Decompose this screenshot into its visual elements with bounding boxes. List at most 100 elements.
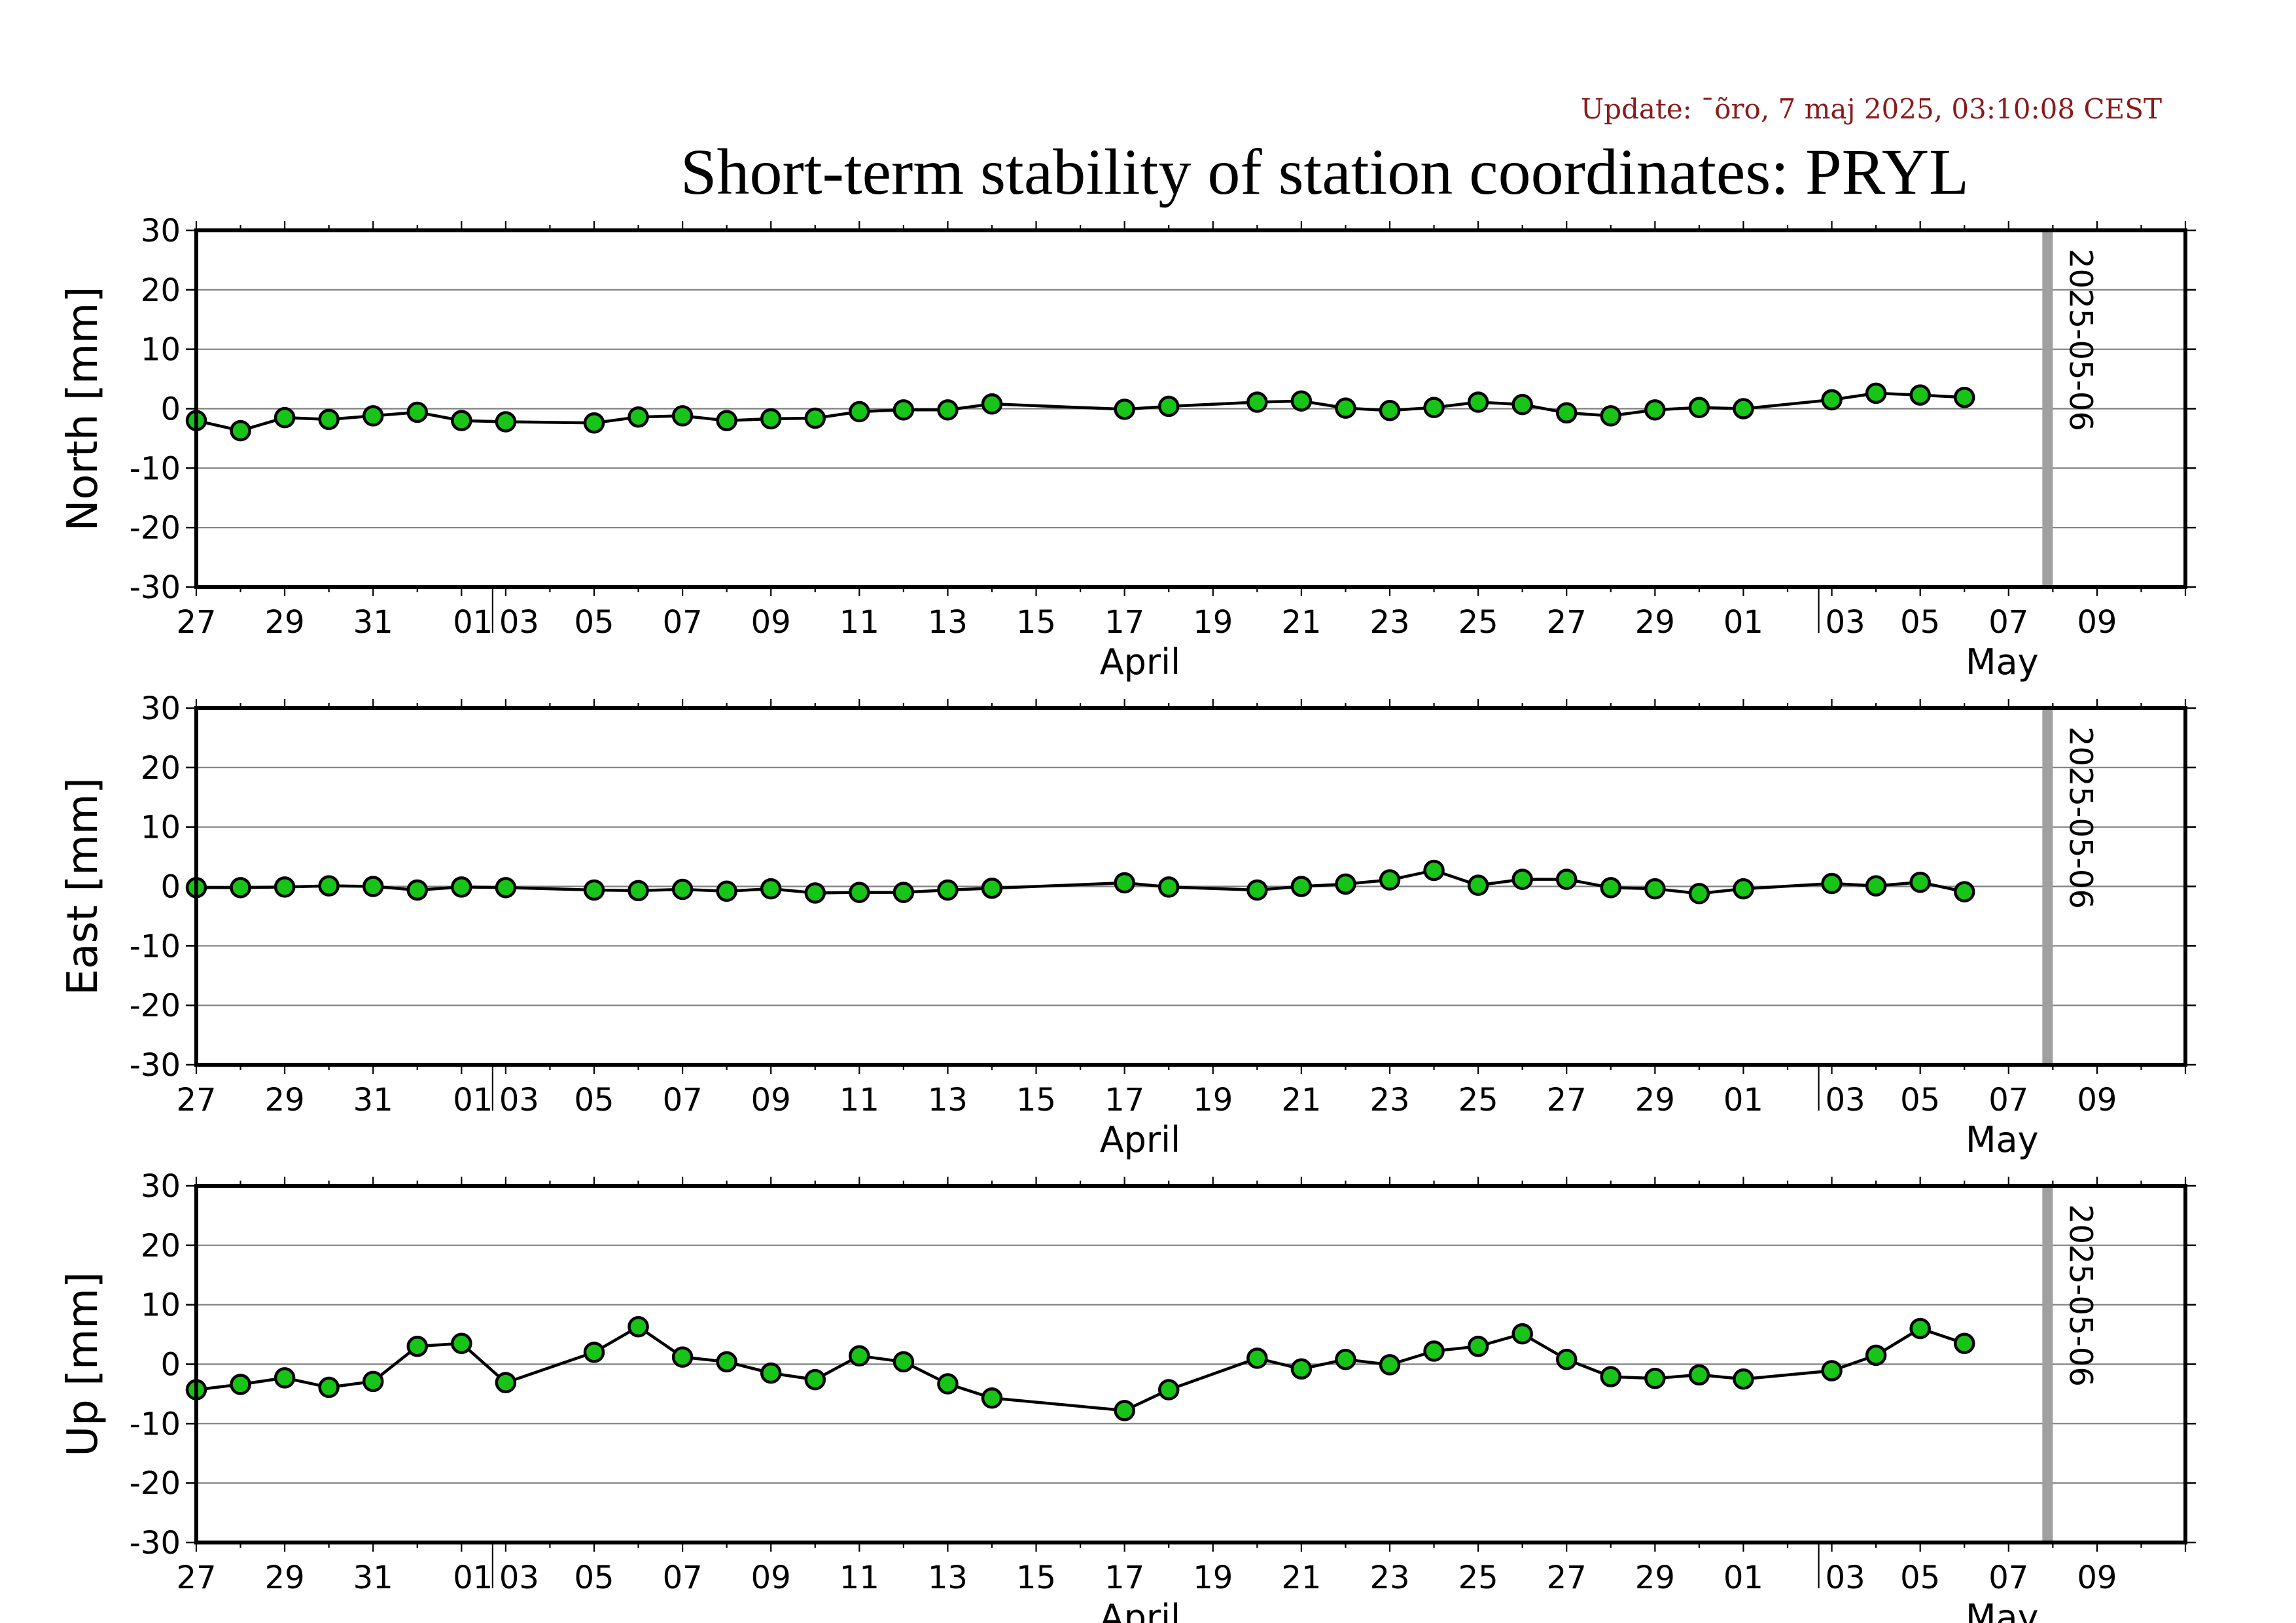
data-point <box>583 412 605 434</box>
y-tick-label: -20 <box>130 988 181 1024</box>
x-tick-label: 11 <box>839 604 879 641</box>
data-point <box>274 406 296 429</box>
data-point <box>849 882 870 903</box>
x-tick-label: 25 <box>1458 1082 1498 1118</box>
x-tick-label: 03 <box>1826 1560 1865 1596</box>
data-point <box>1379 399 1401 421</box>
x-tick-label: 29 <box>1635 1082 1675 1118</box>
data-point <box>716 880 737 902</box>
y-tick-label: 0 <box>160 391 181 428</box>
data-point <box>1423 859 1445 882</box>
data-point <box>406 879 429 901</box>
data-point <box>804 1368 826 1391</box>
data-point <box>1644 1368 1666 1389</box>
data-point <box>1821 872 1843 895</box>
y-tick-label: 20 <box>141 272 181 309</box>
data-point <box>1909 384 1931 406</box>
data-point <box>362 405 384 427</box>
data-point <box>1379 1354 1401 1376</box>
data-point <box>849 1345 870 1367</box>
data-point <box>671 878 694 901</box>
data-point <box>1600 877 1622 899</box>
data-point <box>1511 393 1533 416</box>
month-label: May <box>1966 641 2039 683</box>
y-axis-label: East [mm] <box>59 777 107 995</box>
data-point <box>1335 397 1356 419</box>
x-tick-label: 27 <box>176 1082 216 1118</box>
data-point <box>583 879 605 901</box>
x-tick-label: 25 <box>1458 1560 1498 1596</box>
data-point <box>1688 1364 1710 1386</box>
y-tick-label: -30 <box>130 1047 181 1084</box>
data-point <box>1290 1358 1313 1380</box>
data-point <box>1865 382 1887 404</box>
x-tick-label: 15 <box>1016 604 1056 641</box>
x-tick-label: 11 <box>839 1082 879 1118</box>
data-point <box>362 1370 384 1393</box>
data-point <box>1379 869 1401 891</box>
data-point <box>362 876 384 897</box>
data-point <box>937 399 959 421</box>
x-tick-label: 05 <box>1900 604 1940 641</box>
data-point <box>760 408 782 430</box>
x-tick-label: 13 <box>928 604 968 641</box>
data-point <box>1423 1340 1445 1362</box>
x-tick-label: 03 <box>1826 604 1865 641</box>
y-tick-label: -10 <box>130 928 181 965</box>
x-tick-label: 27 <box>176 604 216 641</box>
data-point <box>451 410 472 431</box>
data-point <box>495 877 517 899</box>
x-tick-label: 27 <box>1547 1082 1587 1118</box>
x-tick-label: 13 <box>928 1560 968 1596</box>
x-tick-label: 07 <box>663 604 703 641</box>
plot-frame <box>194 706 2187 1067</box>
y-tick-label: 30 <box>141 690 181 727</box>
data-point <box>892 882 915 903</box>
data-point <box>804 407 826 429</box>
data-point <box>1865 1344 1887 1366</box>
month-label: May <box>1966 1597 2039 1623</box>
y-tick-label: 20 <box>141 750 181 787</box>
data-point <box>1555 1348 1578 1370</box>
x-tick-label: 05 <box>574 604 614 641</box>
data-point <box>318 1376 340 1399</box>
data-point <box>1467 391 1489 413</box>
x-tick-label: 01 <box>453 1560 493 1596</box>
x-tick-label: 31 <box>353 604 393 641</box>
data-point <box>230 1374 251 1395</box>
y-tick-label: -30 <box>130 569 181 606</box>
data-point <box>1335 873 1356 895</box>
chart-title: Short-term stability of station coordina… <box>680 135 1969 208</box>
data-point <box>1467 1336 1489 1357</box>
plot-frame <box>194 1184 2187 1544</box>
x-tick-label: 23 <box>1369 1082 1409 1118</box>
x-tick-label: 03 <box>1826 1082 1865 1118</box>
y-tick-label: 20 <box>141 1228 181 1264</box>
data-point <box>318 875 340 897</box>
x-tick-label: 13 <box>928 1082 968 1118</box>
data-point <box>981 1387 1003 1409</box>
data-point <box>627 1316 649 1338</box>
data-point <box>1953 1332 1975 1354</box>
x-tick-label: 29 <box>265 1082 305 1118</box>
x-tick-label: 17 <box>1104 1082 1144 1118</box>
data-point <box>1644 878 1666 900</box>
x-tick-label: 07 <box>663 1560 703 1596</box>
x-tick-label: 07 <box>663 1082 703 1118</box>
data-point <box>274 876 296 898</box>
data-point <box>627 406 649 428</box>
y-tick-label: 30 <box>141 1168 181 1205</box>
data-point <box>1511 868 1533 890</box>
y-tick-label: 10 <box>141 332 181 368</box>
y-tick-label: 0 <box>160 869 181 906</box>
x-tick-label: 27 <box>1547 604 1587 641</box>
data-point <box>716 410 737 431</box>
data-point <box>1688 883 1710 904</box>
data-point <box>1865 875 1887 897</box>
y-tick-label: -10 <box>130 1406 181 1442</box>
x-tick-label: 09 <box>2077 604 2117 641</box>
data-point <box>230 877 251 899</box>
data-point <box>1114 872 1135 894</box>
x-tick-label: 01 <box>1723 1560 1763 1596</box>
